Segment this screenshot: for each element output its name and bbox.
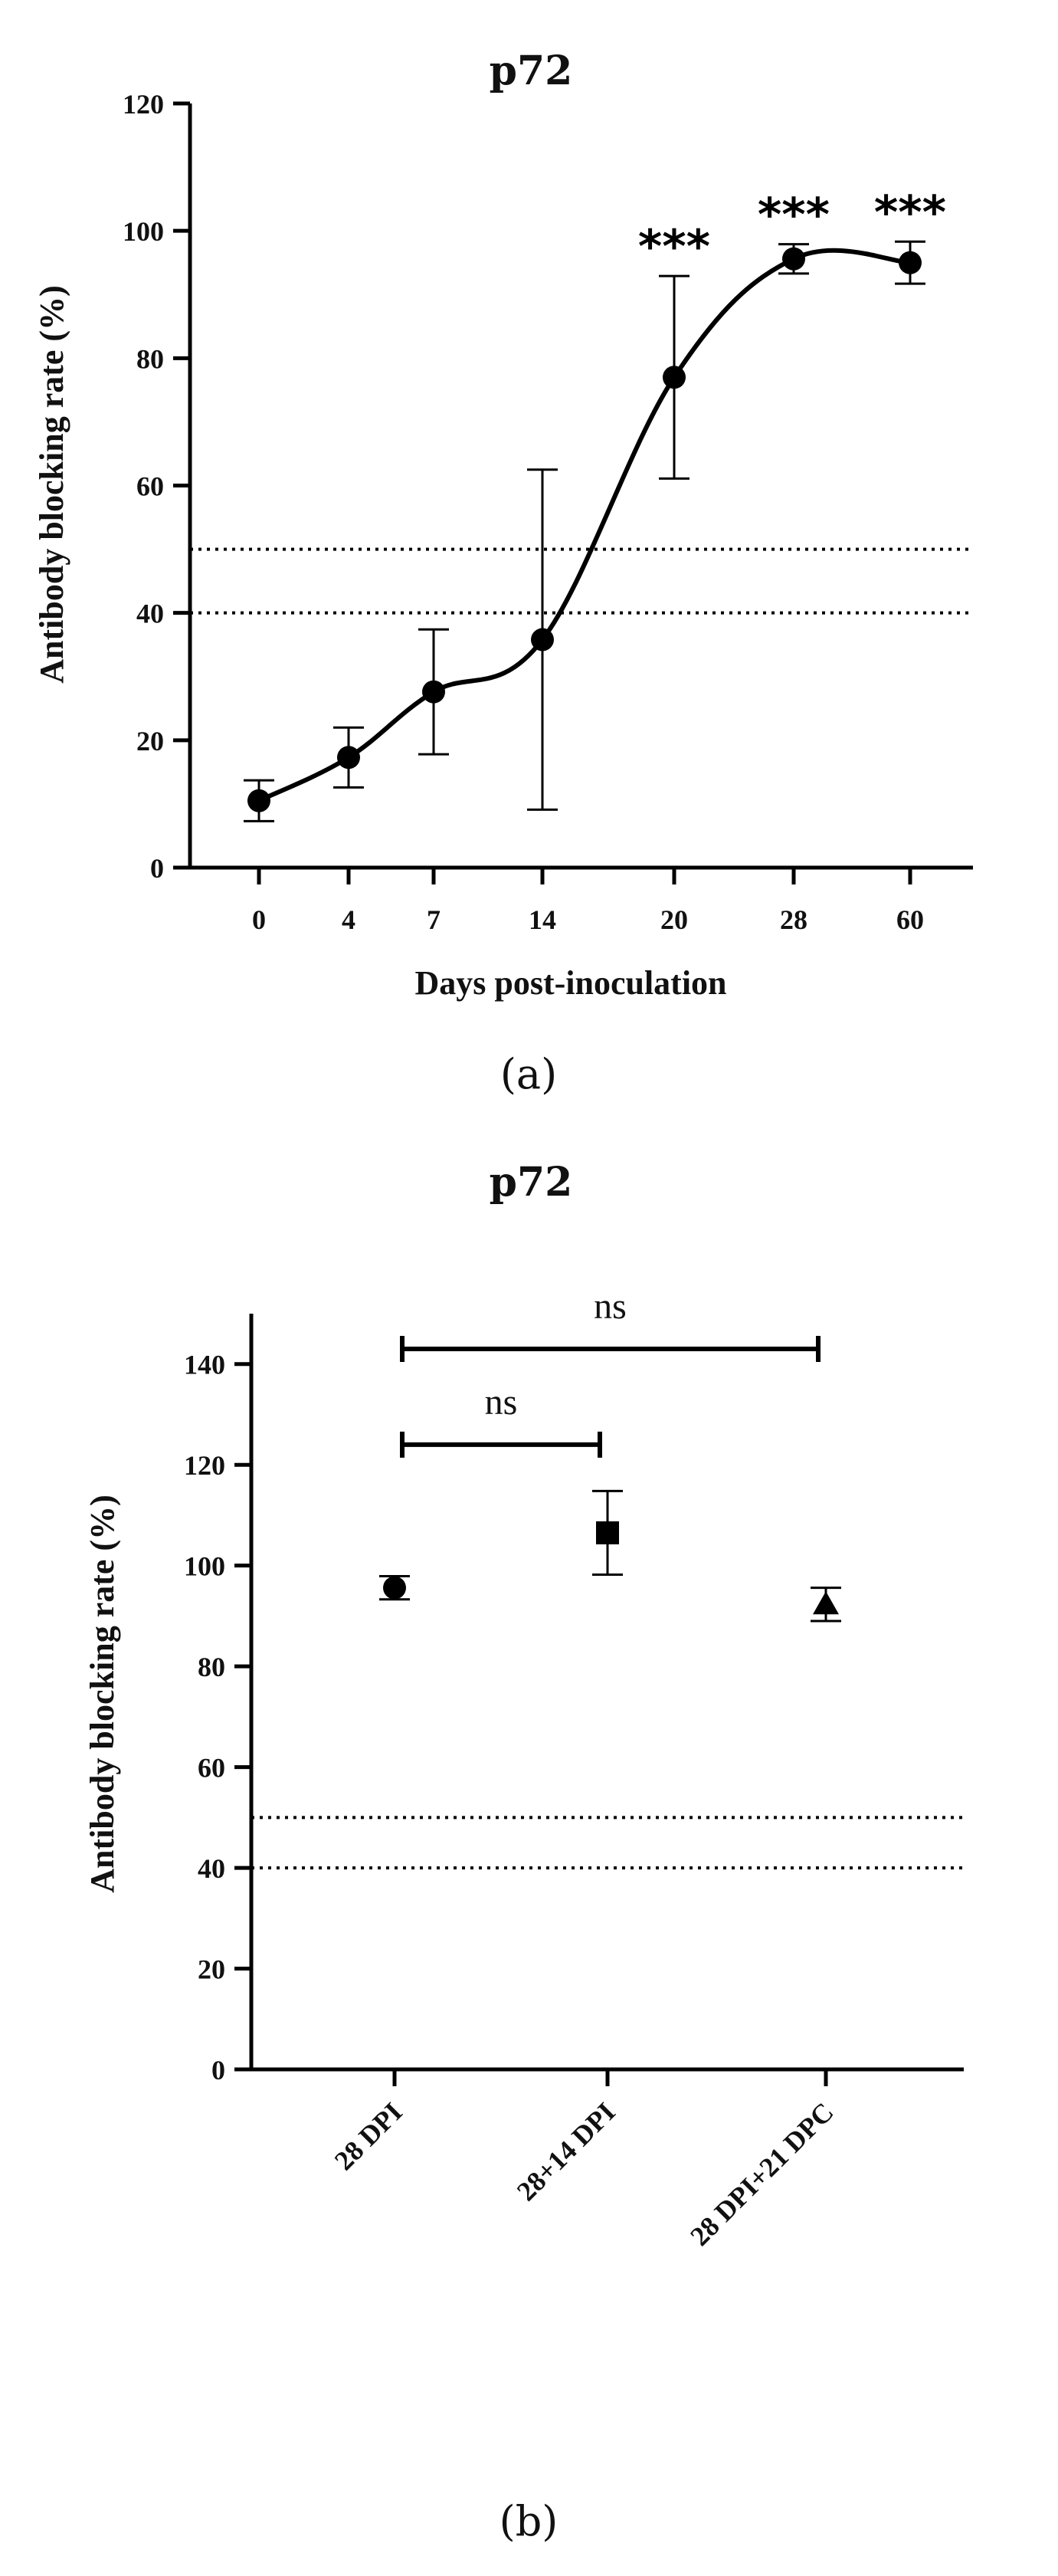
panel-a-axes [188, 103, 973, 870]
panel-b-data-point-circle [383, 1576, 406, 1600]
panel-a-x-tick-label: 0 [252, 904, 266, 935]
panel-a-significance: *** *** *** [638, 185, 946, 274]
panel-b-y-tick-label: 140 [184, 1350, 225, 1380]
panel-a-y-tick-label: 80 [136, 343, 164, 374]
panel-a-significance-marker: *** [758, 189, 830, 242]
panel-a-x-tick-label: 60 [896, 904, 924, 935]
panel-b-comparisons: ns ns [400, 1286, 821, 1458]
panel-a-x-tick-label: 28 [780, 904, 807, 935]
panel-b-x-tick-label: 28 DPI [329, 2096, 408, 2176]
panel-b-y-tick-label: 80 [198, 1652, 225, 1682]
panel-b-x-tick-label: 28 DPI+21 DPC [684, 2096, 840, 2252]
panel-a-data-point [247, 789, 270, 812]
panel-a-y-label: Antibody blocking rate (%) [33, 285, 70, 683]
panel-b-y-tick-label: 20 [198, 1954, 225, 1985]
panel-a-x-ticks: 0 4 7 14 20 28 60 [252, 868, 924, 935]
panel-a-y-tick-label: 120 [123, 89, 164, 120]
panel-a-x-tick-label: 20 [660, 904, 688, 935]
panel-b-label: (b) [500, 2497, 558, 2545]
panel-a-y-tick-label: 40 [136, 599, 164, 629]
panel-b-y-tick-label: 100 [184, 1551, 225, 1582]
panel-a-data-point [531, 628, 554, 651]
panel-b-error-bars [379, 1489, 841, 1623]
panel-a-data-point [663, 366, 686, 389]
panel-b-comparison-label: ns [485, 1382, 518, 1423]
panel-a-x-tick-label: 7 [427, 904, 441, 935]
panel-a-data-point [337, 746, 360, 770]
panel-a-y-tick-label: 100 [123, 216, 164, 247]
panel-a-data-point [899, 251, 922, 274]
panel-a-points [247, 247, 922, 812]
panel-b-points [383, 1521, 839, 1615]
panel-a-y-tick-label: 0 [150, 853, 164, 884]
panel-b-y-tick-label: 120 [184, 1450, 225, 1481]
panel-b-y-tick-label: 40 [198, 1853, 225, 1884]
panel-b-y-tick-label: 0 [211, 2055, 225, 2085]
panel-b-reference-lines [251, 1816, 964, 1870]
panel-b-data-point-square [596, 1521, 619, 1544]
panel-a-x-tick-label: 14 [529, 904, 556, 935]
panel-a-x-tick-label: 4 [342, 904, 355, 935]
panel-b-y-label: Antibody blocking rate (%) [84, 1495, 121, 1892]
panel-a-y-tick-label: 20 [136, 726, 164, 756]
panel-b-title: p72 [490, 1159, 573, 1206]
panel-b-x-tick-label: 28+14 DPI [511, 2096, 621, 2207]
panel-a-title: p72 [490, 48, 573, 94]
panel-a-significance-marker: *** [874, 185, 946, 239]
panel-a-data-point [782, 247, 805, 271]
panel-a-y-ticks: 0 20 40 60 80 100 120 [123, 89, 190, 884]
panel-b-x-ticks: 28 DPI 28+14 DPI 28 DPI+21 DPC [329, 2069, 840, 2252]
panel-b-y-tick-label: 60 [198, 1753, 225, 1784]
panel-a-label: (a) [500, 1050, 557, 1098]
panel-a-series-line [257, 248, 911, 803]
panel-a-reference-lines [190, 547, 973, 615]
panel-a-x-label: Days post-inoculation [414, 964, 726, 1002]
panel-b-data-point-triangle [813, 1591, 839, 1615]
panel-a-data-point [422, 680, 445, 704]
panel-a-significance-marker: *** [638, 220, 710, 274]
panel-b-comparison-label: ns [594, 1286, 627, 1327]
panel-b-y-ticks: 0 20 40 60 80 100 120 140 [184, 1350, 251, 2085]
panel-a-y-tick-label: 60 [136, 471, 164, 502]
panel-b-axes [249, 1314, 964, 2072]
panel-a-error-bars [244, 240, 925, 822]
